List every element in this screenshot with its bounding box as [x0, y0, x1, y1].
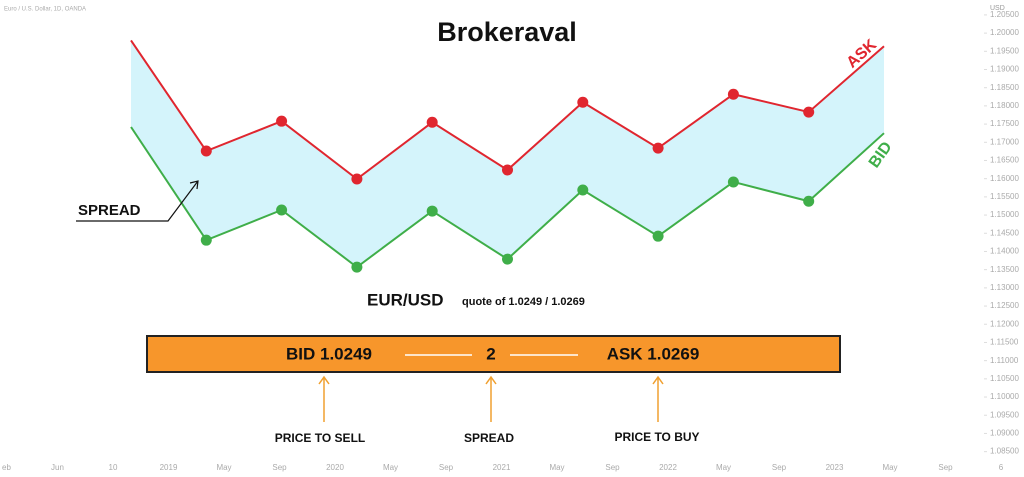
arrows — [318, 375, 664, 422]
x-axis-label: May — [216, 463, 231, 472]
point — [200, 234, 212, 246]
y-tick-label: 1.15500 — [990, 192, 1019, 201]
point — [426, 205, 438, 217]
point — [577, 96, 589, 108]
x-axis-label: May — [549, 463, 564, 472]
point — [502, 164, 513, 176]
point — [502, 253, 513, 265]
point — [351, 173, 363, 185]
y-tick-label: 1.18500 — [990, 83, 1019, 92]
y-tick-label: 1.19000 — [990, 65, 1019, 74]
spread-pointer — [76, 180, 199, 222]
y-tick-label: 1.20500 — [990, 10, 1019, 19]
x-axis-label: eb — [2, 463, 11, 472]
y-tick-label: 1.09000 — [990, 429, 1019, 438]
x-axis-label: Sep — [439, 463, 454, 472]
bid-price: BID 1.0249 — [286, 344, 372, 363]
chart-title: Euro / U.S. Dollar, 1D, OANDA — [4, 7, 86, 13]
point — [577, 184, 589, 196]
spread-value: 2 — [486, 344, 495, 363]
x-axis-label: 2020 — [326, 463, 344, 472]
point — [727, 88, 739, 100]
x-axis-label: 10 — [109, 463, 118, 472]
quote: quote of 1.0249 / 1.0269 — [462, 296, 585, 308]
y-tick-label: 1.19500 — [990, 46, 1019, 55]
x-axis-label: 2019 — [160, 463, 178, 472]
x-axis-label: May — [716, 463, 731, 472]
x-axis-label: Sep — [772, 463, 787, 472]
x-axis-label: 2022 — [659, 463, 677, 472]
caption: PRICE TO BUY — [614, 430, 699, 444]
y-tick-label: 1.14000 — [990, 247, 1019, 256]
x-axis-label: Jun — [51, 463, 64, 472]
y-tick-label: 1.10500 — [990, 374, 1019, 383]
point — [200, 145, 212, 157]
y-tick-label: 1.09500 — [990, 410, 1019, 419]
x-axis-label: Sep — [938, 463, 953, 472]
y-tick-label: 1.11000 — [990, 356, 1019, 365]
x-axis-label: Sep — [272, 463, 287, 472]
y-tick-label: 1.15000 — [990, 210, 1019, 219]
point — [652, 142, 664, 154]
quote-bar — [146, 335, 841, 373]
spread-label: SPREAD — [78, 202, 141, 219]
y-axis-label: USD — [990, 5, 1005, 12]
point — [652, 230, 664, 242]
y-tick-label: 1.18000 — [990, 101, 1019, 110]
point — [276, 204, 288, 216]
x-axis-label: 2021 — [493, 463, 511, 472]
point — [426, 116, 438, 128]
point — [351, 261, 363, 273]
point — [803, 106, 815, 118]
pair: EUR/USD — [367, 290, 444, 309]
logo: Brokeraval — [437, 17, 577, 47]
x-axis-label: May — [882, 463, 897, 472]
ask-price: ASK 1.0269 — [607, 344, 700, 363]
point — [727, 176, 739, 188]
caption: PRICE TO SELL — [275, 431, 365, 445]
y-tick-label: 1.14500 — [990, 228, 1019, 237]
x-axis-label: 6 — [999, 463, 1004, 472]
point — [276, 115, 288, 127]
y-tick-label: 1.17500 — [990, 119, 1019, 128]
y-tick-label: 1.11500 — [990, 338, 1019, 347]
x-axis-label: 2023 — [826, 463, 844, 472]
y-tick-label: 1.20000 — [990, 28, 1019, 37]
y-tick-label: 1.13000 — [990, 283, 1019, 292]
caption: SPREAD — [464, 431, 514, 445]
y-tick-label: 1.13500 — [990, 265, 1019, 274]
x-axis-label: Sep — [605, 463, 620, 472]
y-tick-label: 1.16000 — [990, 174, 1019, 183]
y-tick-label: 1.12000 — [990, 319, 1019, 328]
y-tick-label: 1.17000 — [990, 137, 1019, 146]
y-tick-label: 1.10000 — [990, 392, 1019, 401]
x-axis-label: May — [383, 463, 398, 472]
point — [803, 195, 815, 207]
plot: 1.20500 1.20000 1.19500 1.19000 1.18500 1.180… — [2, 10, 1019, 472]
spread-area — [131, 40, 884, 268]
y-tick-label: 1.08500 — [990, 447, 1019, 456]
y-tick-label: 1.12500 — [990, 301, 1019, 310]
y-tick-label: 1.16500 — [990, 156, 1019, 165]
